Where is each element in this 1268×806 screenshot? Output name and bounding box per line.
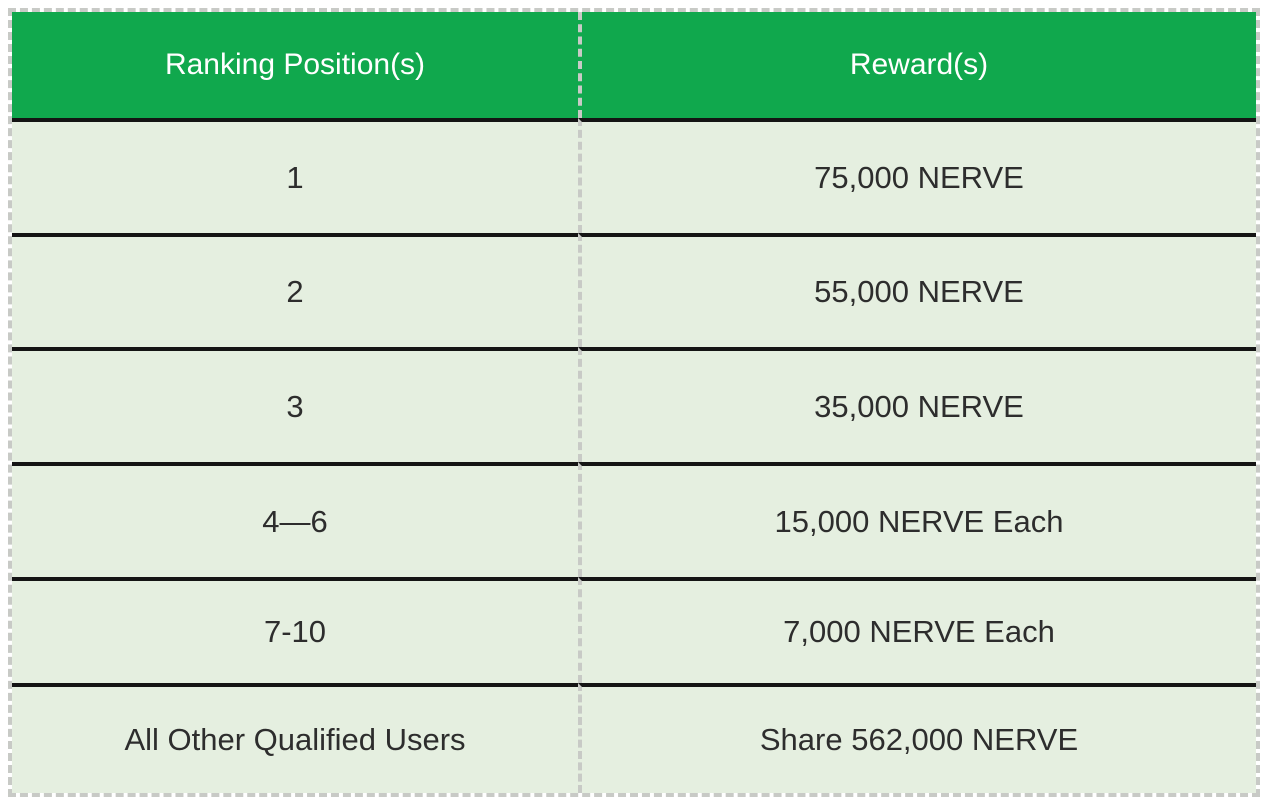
column-header-rewards: Reward(s)	[578, 12, 1256, 118]
reward-cell-row-4: 15,000 NERVE Each	[578, 462, 1256, 577]
rewards-table: Ranking Position(s) Reward(s) 1 75,000 N…	[8, 8, 1260, 797]
reward-cell-row-5: 7,000 NERVE Each	[578, 577, 1256, 683]
column-header-ranking-positions: Ranking Position(s)	[12, 12, 578, 118]
reward-cell-row-3: 35,000 NERVE	[578, 347, 1256, 462]
ranking-cell-row-3: 3	[12, 347, 578, 462]
reward-cell-row-1: 75,000 NERVE	[578, 118, 1256, 233]
reward-cell-row-2: 55,000 NERVE	[578, 233, 1256, 347]
ranking-cell-row-5: 7-10	[12, 577, 578, 683]
ranking-cell-row-1: 1	[12, 118, 578, 233]
reward-cell-row-6: Share 562,000 NERVE	[578, 683, 1256, 793]
ranking-cell-row-2: 2	[12, 233, 578, 347]
ranking-cell-row-6: All Other Qualified Users	[12, 683, 578, 793]
ranking-cell-row-4: 4—6	[12, 462, 578, 577]
